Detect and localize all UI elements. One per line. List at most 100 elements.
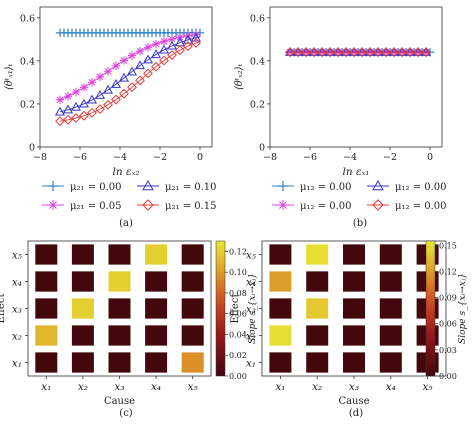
y-axis-label: Effect — [0, 294, 7, 324]
data-point — [71, 87, 81, 97]
data-point — [421, 47, 431, 58]
data-point — [63, 114, 73, 125]
marker-stroke — [104, 67, 112, 75]
data-point — [284, 47, 296, 56]
marker-shape — [55, 116, 65, 127]
colorbar-tick-label: 0.09 — [439, 294, 457, 303]
x-tick-label: x₃ — [114, 381, 124, 393]
colorbar-tick-label: 0.04 — [229, 330, 247, 339]
heatmap-cell — [145, 271, 168, 292]
heatmap-cell — [108, 352, 131, 373]
y-tick-label: x₁ — [246, 358, 256, 370]
y-tick-label: x₅ — [246, 250, 257, 262]
marker-shape — [143, 68, 153, 79]
marker-stroke — [120, 57, 128, 64]
marker-shape — [301, 47, 311, 58]
data-point — [324, 47, 336, 56]
marker-stroke — [168, 35, 176, 43]
colorbar-tick-label: 0.12 — [229, 247, 247, 256]
heatmap-cell — [306, 352, 329, 373]
y-tick-label: x₁ — [12, 358, 22, 370]
y-tick-label: x₄ — [12, 277, 22, 289]
y-axis-label: ⟨θᵗₓ₁⟩ₜ — [4, 63, 15, 90]
data-point — [71, 113, 81, 123]
marker-stroke — [96, 73, 104, 81]
marker-shape — [54, 106, 66, 116]
line-panel-1 — [267, 6, 443, 150]
marker-shape — [95, 104, 105, 115]
marker-shape — [110, 78, 122, 88]
data-point — [134, 60, 146, 70]
marker-shape — [396, 47, 408, 56]
heatmap-cell — [108, 244, 131, 265]
data-point — [135, 46, 145, 56]
y-axis-label: Effect — [230, 294, 241, 324]
x-tick-label: −6 — [73, 152, 87, 163]
heatmap-cell — [108, 298, 131, 319]
colorbar-tick-label: 0.06 — [439, 320, 457, 329]
data-point — [79, 110, 89, 121]
marker-stroke — [56, 96, 64, 104]
marker-shape — [413, 47, 423, 58]
heatmap-cell — [343, 298, 365, 319]
colorbar — [425, 240, 436, 377]
data-point — [325, 47, 335, 58]
heatmap-cell — [379, 271, 402, 292]
marker-stroke — [64, 92, 72, 100]
marker-shape — [182, 34, 194, 44]
marker-shape — [126, 66, 138, 76]
data-point — [340, 47, 352, 56]
plot-frame — [39, 6, 213, 148]
data-point — [118, 72, 130, 82]
data-point — [70, 101, 82, 111]
heatmap-cell — [379, 244, 402, 265]
legend-label: μ₂₁ = 0.05 — [70, 201, 122, 212]
data-point — [55, 116, 65, 127]
data-point — [356, 47, 368, 56]
data-point — [380, 47, 392, 56]
marker-shape — [340, 47, 352, 56]
data-point — [348, 47, 360, 56]
data-point — [404, 47, 416, 56]
marker-shape — [381, 47, 391, 58]
y-tick-label: 0.6 — [20, 13, 35, 24]
data-point — [301, 47, 311, 58]
marker-shape — [285, 47, 295, 58]
marker-shape — [357, 47, 367, 58]
legend-marker — [48, 200, 58, 210]
marker-shape — [166, 40, 178, 50]
legend-marker — [278, 200, 288, 210]
y-tick-label: x₂ — [12, 331, 22, 343]
colorbar-label: Slope s_{xᵢ→xⱼ} — [248, 273, 258, 344]
marker-shape — [119, 88, 129, 99]
heatmap-cell — [379, 325, 402, 346]
data-point — [285, 47, 295, 58]
marker-shape — [420, 47, 432, 56]
x-tick-label: x₁ — [41, 381, 51, 393]
data-point — [190, 32, 202, 42]
marker-stroke — [152, 40, 160, 48]
data-point — [159, 55, 169, 66]
x-tick-label: x₂ — [312, 381, 322, 393]
y-tick-label: x₄ — [246, 277, 256, 289]
data-point — [102, 84, 114, 94]
legend-label: μ₁₂ = 0.00 — [395, 201, 447, 212]
data-point — [159, 37, 169, 46]
marker-stroke — [176, 33, 184, 41]
data-point — [292, 47, 304, 56]
y-tick-label: x₂ — [246, 331, 256, 343]
data-point — [309, 47, 319, 58]
marker-shape — [412, 47, 424, 56]
x-tick-label: x₄ — [151, 381, 161, 393]
marker-shape — [372, 199, 384, 211]
legend-label: μ₂₁ = 0.15 — [165, 201, 217, 212]
data-point — [110, 78, 122, 88]
marker-shape — [309, 47, 319, 58]
marker-shape — [421, 47, 431, 58]
colorbar-tick-label: 0.10 — [229, 268, 247, 277]
marker-shape — [316, 47, 328, 56]
marker-shape — [158, 44, 170, 54]
y-tick-label: 0 — [29, 143, 35, 154]
legend-marker — [142, 179, 154, 191]
heatmap-cell — [35, 271, 58, 292]
